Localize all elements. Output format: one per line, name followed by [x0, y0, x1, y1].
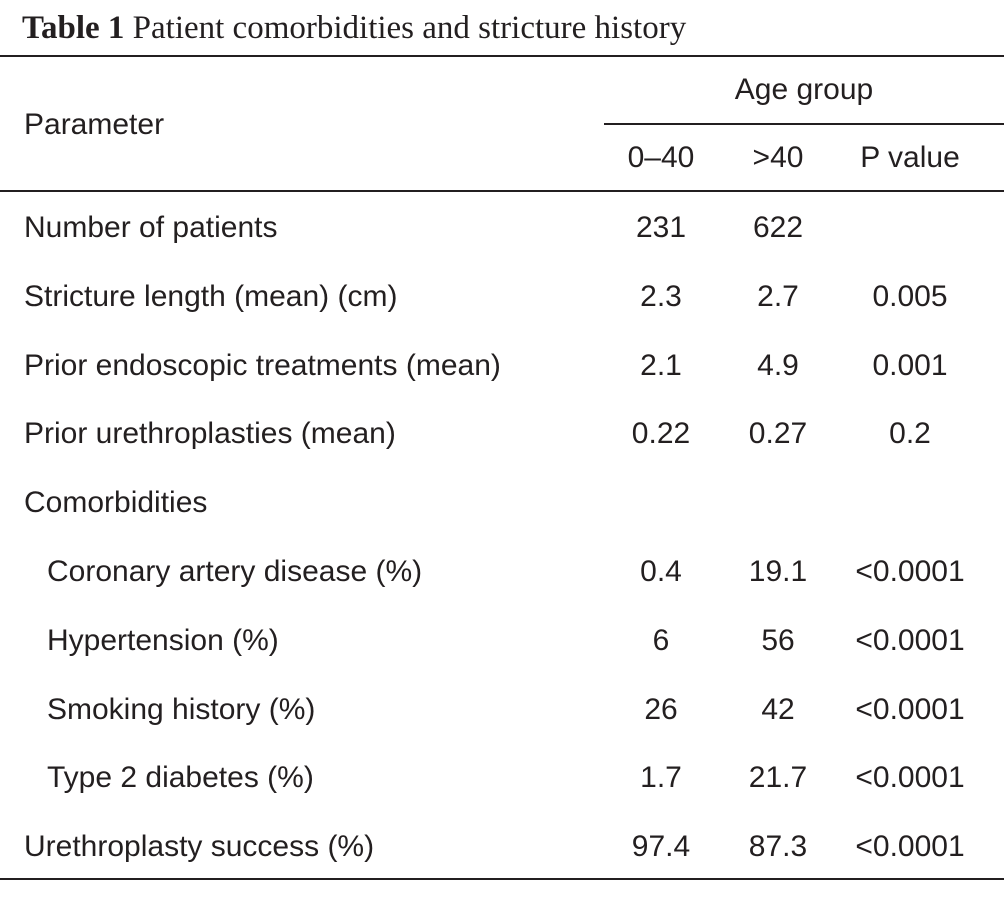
row-label: Hypertension (%) [47, 624, 279, 657]
row-label: Prior urethroplasties (mean) [24, 417, 396, 450]
header-rule [0, 190, 1004, 192]
age-0-40-value: 231 [635, 211, 687, 244]
p-value: <0.0001 [855, 761, 965, 794]
age-over-40-value: 21.7 [748, 761, 808, 794]
age-over-40-value: 2.7 [757, 280, 799, 313]
p-value: <0.0001 [855, 624, 965, 657]
column-header-over-40: >40 [752, 141, 804, 174]
age-over-40-value: 622 [752, 211, 804, 244]
column-header-p-value: P value [860, 141, 960, 174]
age-0-40-value: 97.4 [631, 830, 691, 863]
p-value: 0.2 [889, 417, 931, 450]
p-value: 0.005 [872, 280, 948, 313]
age-over-40-value: 42 [761, 693, 795, 726]
age-group-rule [604, 123, 1004, 125]
column-header-0-40: 0–40 [627, 141, 695, 174]
p-value: <0.0001 [855, 693, 965, 726]
age-over-40-value: 4.9 [757, 349, 799, 382]
age-group-header: Age group [734, 73, 874, 106]
row-label: Type 2 diabetes (%) [47, 761, 314, 794]
p-value: <0.0001 [855, 830, 965, 863]
row-label: Prior endoscopic treatments (mean) [24, 349, 501, 382]
table-number: Table 1 [22, 10, 125, 46]
p-value: <0.0001 [855, 555, 965, 588]
table-caption: Table 1 Patient comorbidities and strict… [22, 6, 686, 50]
parameter-header: Parameter [24, 108, 165, 141]
row-label: Coronary artery disease (%) [47, 555, 423, 588]
age-over-40-value: 19.1 [748, 555, 808, 588]
row-label: Stricture length (mean) (cm) [24, 280, 398, 313]
row-label: Smoking history (%) [47, 693, 316, 726]
age-over-40-value: 87.3 [748, 830, 808, 863]
age-0-40-value: 2.3 [640, 280, 682, 313]
age-0-40-value: 0.4 [640, 555, 682, 588]
p-value: 0.001 [872, 349, 948, 382]
table-title: Patient comorbidities and stricture hist… [132, 10, 687, 46]
age-over-40-value: 56 [761, 624, 795, 657]
row-label: Comorbidities [24, 486, 208, 519]
bottom-rule [0, 878, 1004, 880]
age-over-40-value: 0.27 [748, 417, 808, 450]
age-0-40-value: 26 [644, 693, 678, 726]
age-0-40-value: 1.7 [640, 761, 682, 794]
age-0-40-value: 2.1 [640, 349, 682, 382]
row-label: Number of patients [24, 211, 278, 244]
age-0-40-value: 0.22 [631, 417, 691, 450]
age-0-40-value: 6 [652, 624, 670, 657]
row-label: Urethroplasty success (%) [24, 830, 375, 863]
top-rule [0, 55, 1004, 57]
